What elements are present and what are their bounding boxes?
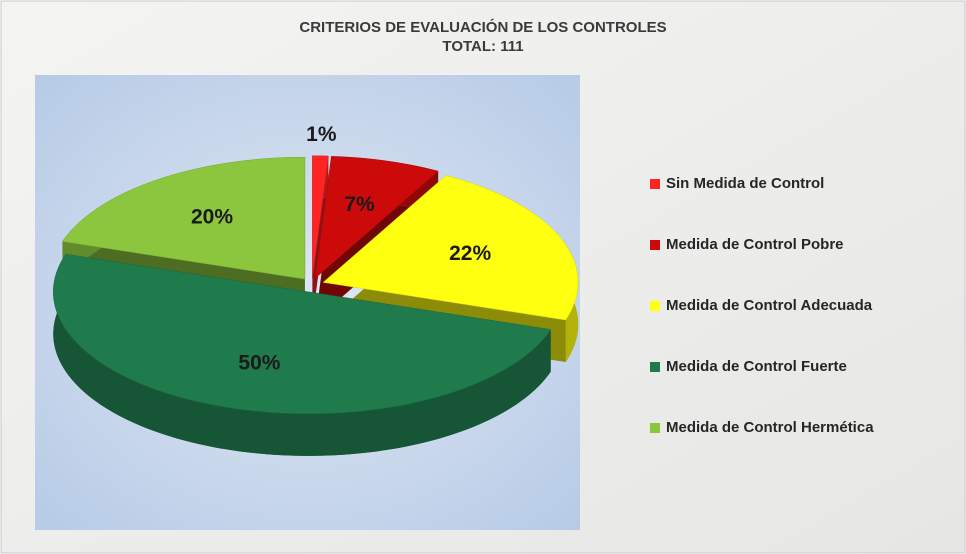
chart-title: CRITERIOS DE EVALUACIÓN DE LOS CONTROLES — [299, 18, 666, 36]
legend-label: Sin Medida de Control — [666, 175, 824, 192]
legend-label: Medida de Control Hermética — [666, 419, 874, 436]
legend-swatch — [650, 301, 660, 311]
slice — [322, 175, 579, 321]
legend-swatch — [650, 423, 660, 433]
legend-label: Medida de Control Fuerte — [666, 358, 847, 375]
slice-side — [53, 254, 551, 456]
legend-label: Medida de Control Adecuada — [666, 297, 873, 314]
legend-swatch — [650, 362, 660, 372]
data-label: 1% — [306, 123, 337, 146]
chart-subtitle: TOTAL: 111 — [442, 38, 523, 55]
data-label: 22% — [449, 242, 491, 265]
legend-label: Medida de Control Pobre — [666, 236, 844, 253]
legend-swatch — [650, 179, 660, 189]
legend-swatch — [650, 240, 660, 250]
data-label: 7% — [344, 193, 375, 216]
slice — [312, 155, 329, 278]
data-label: 50% — [238, 351, 280, 374]
slice — [61, 156, 306, 280]
slice — [315, 156, 439, 279]
slice — [53, 253, 552, 415]
data-label: 20% — [191, 206, 233, 229]
